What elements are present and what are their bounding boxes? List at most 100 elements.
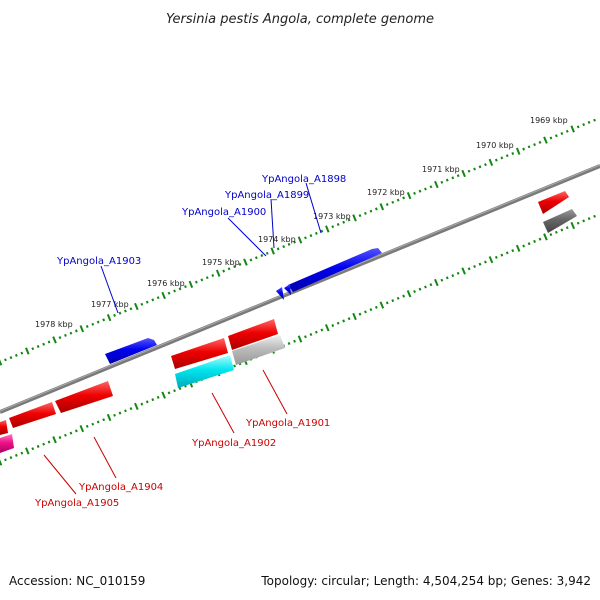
inner-tick-mark xyxy=(124,409,127,413)
inner-tick-mark xyxy=(570,221,576,230)
gene-forward-small-a[interactable] xyxy=(276,287,284,300)
inner-tick-mark xyxy=(134,402,139,410)
inner-tick-mark xyxy=(533,239,536,243)
inner-tick-mark xyxy=(593,214,596,218)
outer-tick-mark xyxy=(488,158,494,166)
gene-label-a1903[interactable]: YpAngola_A1903 xyxy=(56,256,141,267)
outer-tick-mark xyxy=(20,351,24,355)
kbp-label-1970: 1970 kbp xyxy=(476,141,514,150)
outer-tick-mark xyxy=(576,125,580,129)
gene-label-a1904[interactable]: YpAngola_A1904 xyxy=(78,482,163,493)
outer-tick-mark xyxy=(402,196,406,200)
inner-tick-mark xyxy=(461,267,466,275)
inner-tick-mark xyxy=(358,312,362,316)
leader-a1903 xyxy=(100,265,119,314)
kbp-label-1976: 1976 kbp xyxy=(147,279,185,288)
outer-tick-mark xyxy=(440,180,444,184)
gene-reverse-a1904[interactable] xyxy=(55,381,113,413)
gene-reverse-a1905[interactable] xyxy=(9,402,56,428)
outer-tick-mark xyxy=(238,262,242,266)
outer-tick-mark xyxy=(533,143,536,147)
outer-tick-mark xyxy=(58,336,62,340)
inner-tick-mark xyxy=(549,233,553,237)
gene-reverse-far-right[interactable] xyxy=(538,191,569,214)
outer-tick-mark xyxy=(156,296,160,300)
gene-label-a1902[interactable]: YpAngola_A1902 xyxy=(191,438,276,449)
kbp-label-1972: 1972 kbp xyxy=(367,188,405,197)
inner-tick-mark xyxy=(352,312,357,321)
inner-tick-mark xyxy=(287,342,291,345)
inner-tick-mark xyxy=(478,262,482,266)
gene-reverse-a1901-grey[interactable] xyxy=(232,335,285,365)
outer-tick-mark xyxy=(522,147,526,151)
outer-tick-mark xyxy=(461,169,466,178)
outer-tick-mark xyxy=(478,165,482,169)
outer-tick-mark xyxy=(134,302,139,311)
outer-tick-mark xyxy=(391,200,395,204)
outer-tick-mark xyxy=(396,198,400,202)
inner-tick-mark xyxy=(473,265,476,268)
outer-tick-mark xyxy=(570,125,575,133)
inner-tick-track xyxy=(0,214,596,466)
outer-tick-mark xyxy=(587,120,591,124)
inner-tick-mark xyxy=(402,294,406,298)
inner-tick-mark xyxy=(522,244,526,248)
outer-tick-mark xyxy=(31,347,35,351)
inner-tick-mark xyxy=(406,290,412,298)
inner-tick-mark xyxy=(156,395,160,399)
inner-tick-mark xyxy=(304,335,307,339)
inner-tick-mark xyxy=(173,389,176,393)
inner-tick-mark xyxy=(576,221,580,225)
gene-label-a1899[interactable]: YpAngola_A1899 xyxy=(224,190,309,201)
gene-forward-a1903[interactable] xyxy=(105,338,157,364)
outer-tick-mark xyxy=(173,289,176,293)
inner-tick-mark xyxy=(418,287,422,291)
inner-tick-mark xyxy=(445,276,449,280)
gene-forward-small-b[interactable] xyxy=(284,284,291,295)
outer-tick-mark xyxy=(342,220,346,224)
inner-tick-mark xyxy=(424,285,427,289)
outer-tick-mark xyxy=(554,134,558,138)
outer-tick-mark xyxy=(445,178,449,182)
inner-tick-mark xyxy=(484,260,487,264)
gene-forward-large[interactable] xyxy=(288,248,382,292)
inner-tick-mark xyxy=(515,244,521,252)
outer-tick-mark xyxy=(211,274,215,277)
kbp-label-1974: 1974 kbp xyxy=(258,235,296,244)
outer-tick-mark xyxy=(500,156,504,160)
genome-summary-text: Topology: circular; Length: 4,504,254 bp… xyxy=(261,574,591,588)
outer-tick-mark xyxy=(418,189,422,193)
gene-reverse-a1901-red[interactable] xyxy=(228,319,278,350)
outer-tick-mark xyxy=(91,322,95,326)
inner-tick-mark xyxy=(342,319,346,323)
gene-reverse-magenta[interactable] xyxy=(0,434,14,453)
outer-tick-mark xyxy=(14,353,18,357)
inner-tick-mark xyxy=(102,418,106,422)
outer-tick-mark xyxy=(467,169,471,173)
outer-tick-mark xyxy=(270,247,275,255)
outer-tick-mark xyxy=(215,269,221,277)
inner-tick-mark xyxy=(79,425,85,433)
outer-tick-mark xyxy=(505,154,509,158)
gene-reverse-a1902-red[interactable] xyxy=(171,338,228,369)
gene-reverse-left-edge[interactable] xyxy=(0,420,8,435)
leader-a1902 xyxy=(211,392,235,434)
outer-tick-mark xyxy=(304,236,307,240)
gene-label-a1901[interactable]: YpAngola_A1901 xyxy=(245,418,330,429)
gene-reverse-a1902-cyan[interactable] xyxy=(175,355,234,388)
gene-reverse-far-right-grey[interactable] xyxy=(543,209,577,233)
gene-label-a1905[interactable]: YpAngola_A1905 xyxy=(34,498,119,509)
inner-tick-mark xyxy=(64,433,67,437)
inner-tick-mark xyxy=(494,255,498,259)
gene-label-a1900[interactable]: YpAngola_A1900 xyxy=(181,207,266,218)
outer-tick-mark xyxy=(52,336,57,344)
inner-tick-mark xyxy=(391,299,395,303)
outer-tick-mark xyxy=(429,185,433,189)
leader-a1898 xyxy=(305,182,322,234)
outer-tick-mark xyxy=(336,223,340,226)
gene-label-a1898[interactable]: YpAngola_A1898 xyxy=(261,174,346,185)
inner-tick-mark xyxy=(25,447,30,455)
inner-tick-mark xyxy=(336,321,340,325)
inner-tick-mark xyxy=(233,364,236,368)
outer-tick-mark xyxy=(549,136,553,140)
